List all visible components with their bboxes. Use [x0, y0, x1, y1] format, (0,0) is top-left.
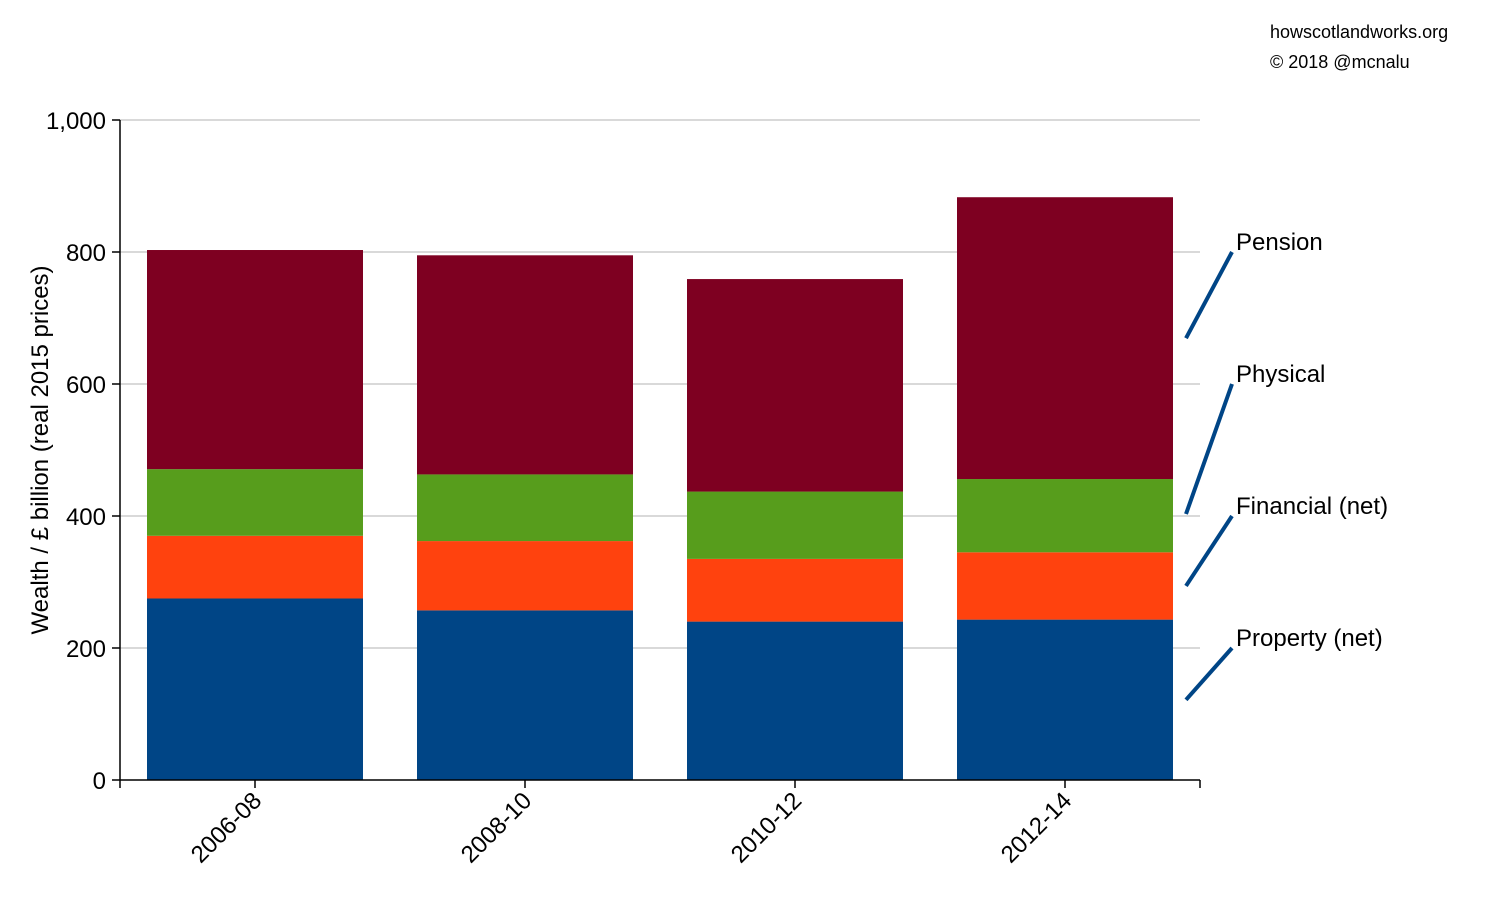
y-tick-label: 800	[66, 240, 106, 267]
legend-leader-line	[1184, 251, 1234, 340]
bar-segment	[957, 197, 1173, 480]
bar-segment	[417, 255, 633, 475]
legend-label: Pension	[1236, 229, 1323, 256]
bar-segment	[147, 598, 363, 780]
legend-label: Property (net)	[1236, 625, 1383, 652]
y-ticks: 0 200 400 600 800 1,000	[46, 108, 120, 795]
bar-segment	[417, 474, 633, 542]
legend-leader-line	[1184, 514, 1234, 588]
axes	[119, 120, 1200, 781]
bar-segment	[687, 621, 903, 780]
bar-segment	[687, 279, 903, 492]
x-tick-label: 2012-14	[996, 787, 1077, 868]
legend-label: Physical	[1236, 361, 1325, 388]
credit-site: howscotlandworks.org	[1270, 22, 1449, 42]
y-tick-label: 0	[93, 768, 106, 795]
y-tick-label: 600	[66, 372, 106, 399]
bar-segment	[417, 610, 633, 780]
bar-segment	[147, 535, 363, 599]
y-tick-label: 400	[66, 504, 106, 531]
bar-segment	[957, 619, 1173, 780]
x-tick-label: 2006-08	[186, 787, 267, 868]
legend-label: Financial (net)	[1236, 493, 1388, 520]
x-tick-label: 2008-10	[456, 787, 537, 868]
credit-copyright: © 2018 @mcnalu	[1270, 52, 1410, 72]
bar-segment	[957, 479, 1173, 553]
bar-segment	[417, 541, 633, 611]
x-tick-label: 2010-12	[726, 787, 807, 868]
legend-leader-line	[1184, 646, 1234, 702]
x-ticks: 2006-08 2008-10 2010-12 2012-14	[119, 780, 1201, 869]
y-tick-label: 1,000	[46, 108, 106, 135]
bar-segment	[147, 469, 363, 536]
legend: Property (net) Financial (net) Physical Pen…	[1184, 229, 1388, 702]
y-axis-title: Wealth / £ billion (real 2015 prices)	[27, 265, 54, 634]
bars	[147, 197, 1173, 780]
bar-segment	[687, 558, 903, 622]
bar-segment	[687, 491, 903, 559]
bar-segment	[147, 250, 363, 470]
y-tick-label: 200	[66, 636, 106, 663]
legend-leader-line	[1184, 383, 1234, 515]
bar-segment	[957, 552, 1173, 620]
